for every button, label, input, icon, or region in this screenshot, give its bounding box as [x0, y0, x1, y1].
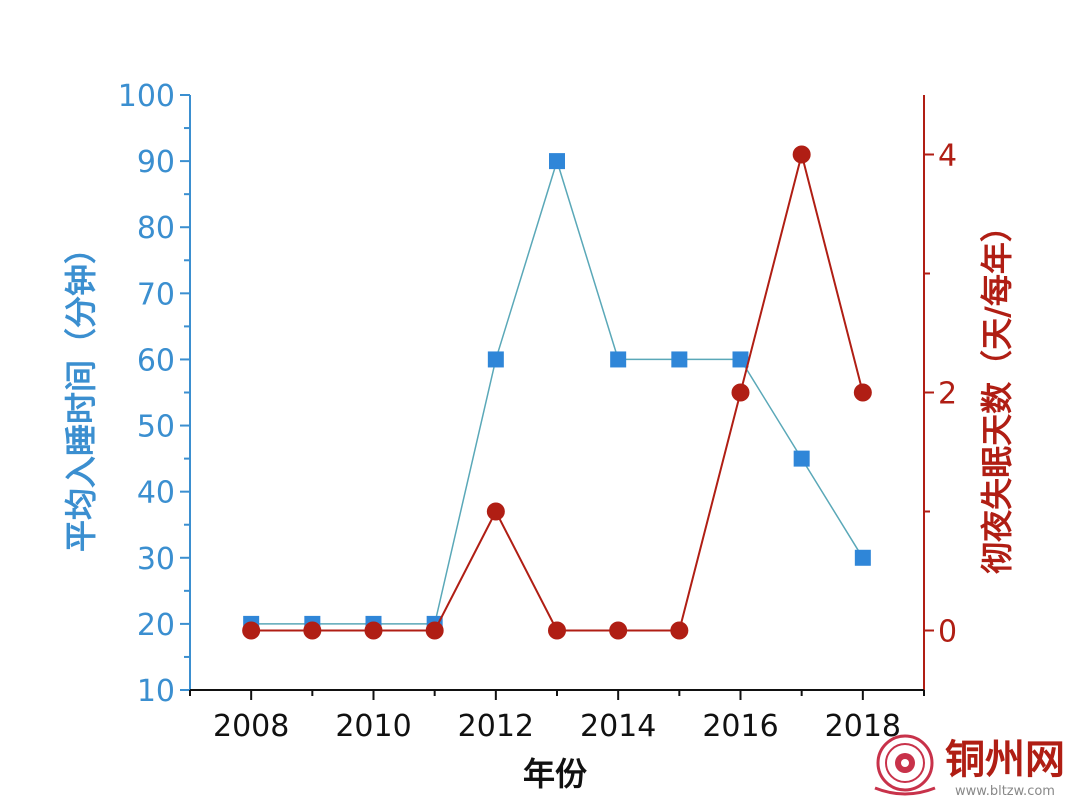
series-right-circle-point	[486, 502, 505, 521]
x-tick-label: 2016	[702, 709, 778, 744]
x-tick-label: 2012	[458, 709, 534, 744]
series-right-circle-point	[364, 621, 383, 640]
x-axis-title: 年份	[523, 755, 587, 793]
labels: 10 20 30 40 50 60 70 80 90 100 0 2 4 2008 2010 2012 2014…	[118, 79, 957, 744]
series-left-line	[251, 158, 864, 625]
axes	[180, 94, 934, 700]
series-right-circle-point	[425, 621, 444, 640]
left-y-tick-label: 50	[137, 410, 175, 445]
series-left-square-point	[487, 351, 504, 368]
series-left-square-point	[549, 153, 565, 170]
series-left-square-point	[732, 351, 749, 368]
left-y-axis-title: 平均入睡时间（分钟）	[62, 232, 100, 552]
left-y-tick-label: 90	[137, 145, 175, 180]
left-y-tick-label: 40	[137, 476, 175, 511]
series-layer	[242, 145, 872, 640]
watermark: 铜州网 www.bltzw.com	[874, 734, 1065, 799]
series-right-circle-point	[242, 621, 261, 640]
left-y-tick-label: 30	[137, 542, 175, 577]
watermark-name: 铜州网	[945, 736, 1065, 783]
right-y-tick-label: 2	[938, 377, 957, 412]
x-tick-label: 2008	[213, 709, 289, 744]
x-tick-label: 2018	[825, 709, 901, 744]
series-right-circle-point	[792, 145, 811, 164]
series-right-circle-point	[853, 383, 872, 402]
left-y-tick-label: 10	[137, 674, 175, 709]
x-tick-label: 2014	[580, 709, 656, 744]
series-right-circle-point	[670, 621, 689, 640]
right-y-axis-title: 彻夜失眠天数（天/每年）	[978, 210, 1016, 574]
left-y-tick-label: 60	[137, 343, 175, 378]
series-right-circle-point	[731, 383, 750, 402]
series-right-circle-point	[609, 621, 628, 640]
series-right-line	[251, 154, 864, 632]
right-y-tick-label: 0	[938, 615, 957, 650]
series-left-square-point	[671, 351, 688, 368]
x-tick-label: 2010	[335, 709, 411, 744]
left-y-tick-label: 100	[118, 79, 175, 114]
left-y-tick-label: 80	[137, 211, 175, 246]
right-y-tick-label: 4	[938, 139, 957, 174]
series-left-square-point	[610, 351, 627, 368]
left-y-tick-label: 20	[137, 608, 175, 643]
watermark-logo-icon	[874, 734, 936, 796]
left-y-tick-label: 70	[137, 277, 175, 312]
series-left-square-point	[793, 450, 810, 467]
watermark-url: www.bltzw.com	[955, 784, 1055, 799]
series-left-square-point	[854, 549, 871, 566]
series-right-circle-point	[548, 621, 566, 640]
series-right-circle-point	[303, 621, 322, 640]
